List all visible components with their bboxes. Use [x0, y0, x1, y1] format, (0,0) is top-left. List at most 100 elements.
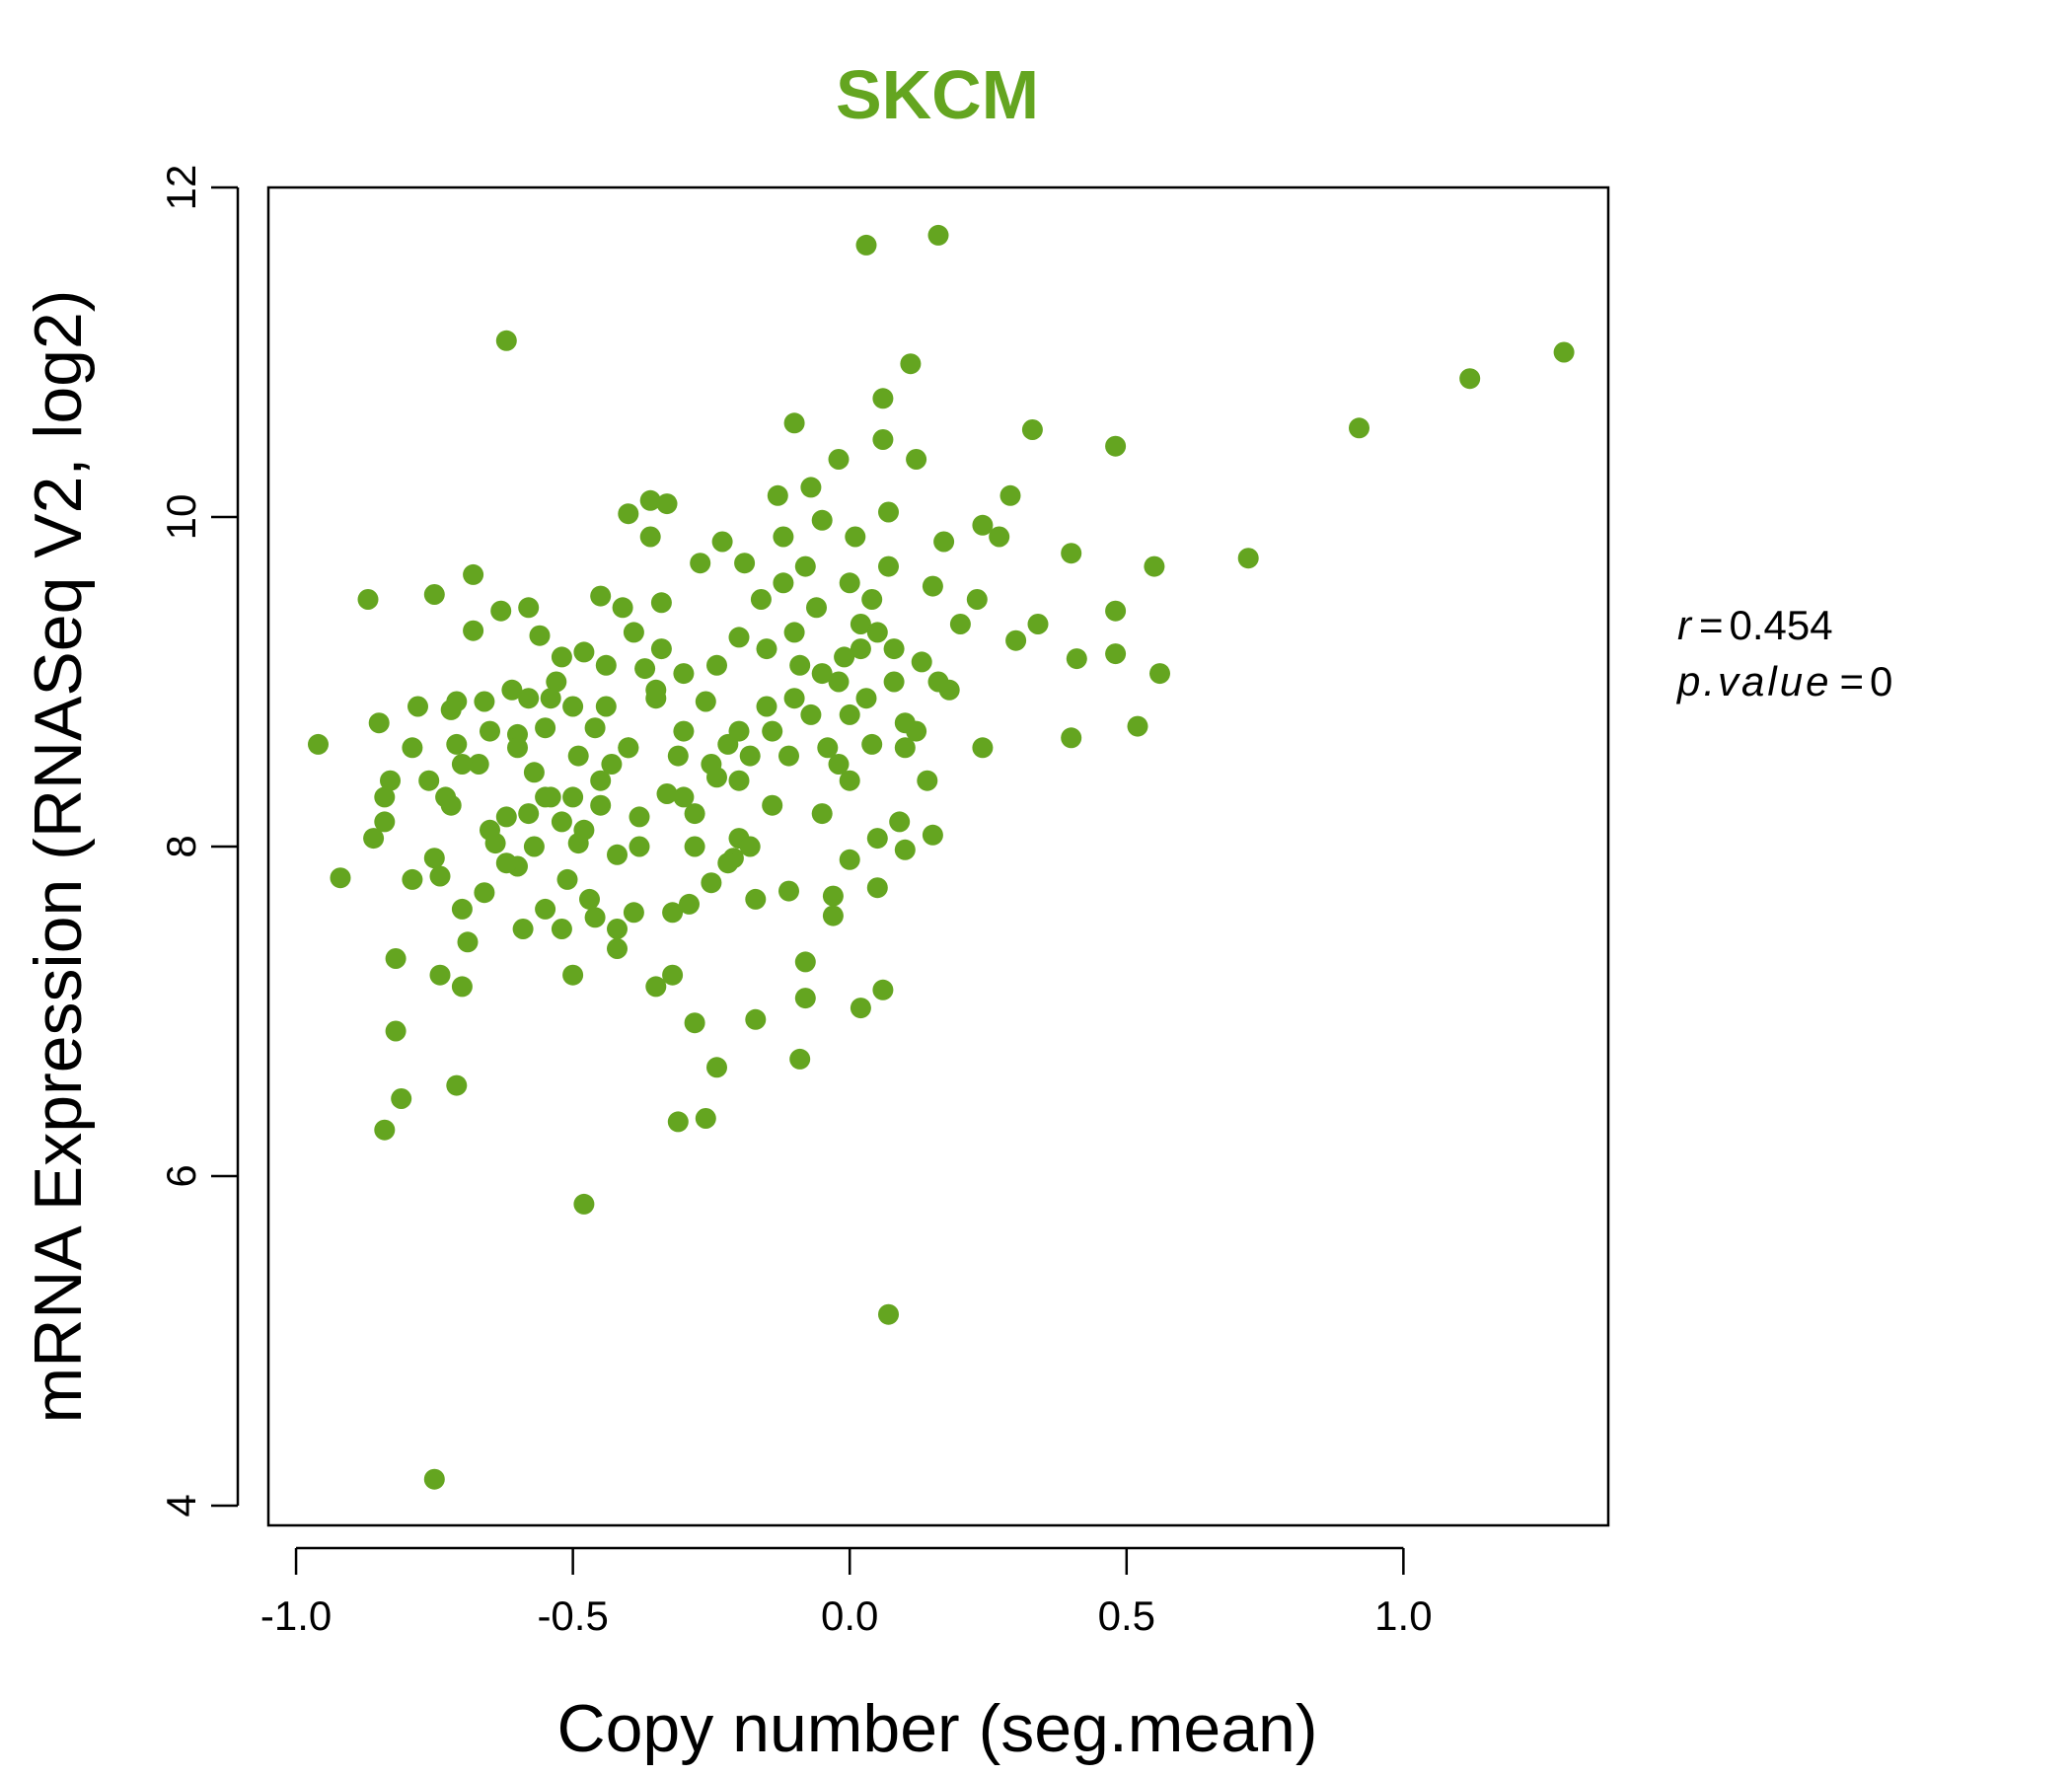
- data-point: [673, 720, 695, 742]
- y-tick-label: 10: [158, 494, 204, 541]
- data-point: [308, 733, 329, 755]
- data-point: [601, 754, 623, 775]
- y-axis-label: mRNA Expression (RNASeq V2, log2): [21, 290, 96, 1424]
- data-point: [1237, 548, 1259, 569]
- data-point: [889, 811, 911, 833]
- data-point: [999, 484, 1021, 506]
- data-point: [374, 786, 396, 808]
- data-point: [783, 412, 805, 434]
- data-point: [811, 803, 833, 825]
- data-point: [1105, 435, 1127, 457]
- data-point: [800, 703, 822, 725]
- data-point: [567, 745, 589, 767]
- data-point: [618, 503, 639, 525]
- data-point: [423, 584, 445, 605]
- data-point: [806, 597, 827, 619]
- data-point: [1105, 600, 1127, 622]
- data-point: [717, 852, 739, 874]
- data-point: [480, 819, 500, 841]
- x-axis-label: Copy number (seg.mean): [556, 1691, 1317, 1766]
- data-point: [673, 663, 695, 685]
- data-point: [839, 703, 860, 725]
- data-point: [535, 786, 556, 808]
- data-point: [728, 770, 750, 791]
- data-point: [618, 737, 639, 759]
- data-point: [402, 737, 423, 759]
- data-point: [1105, 643, 1127, 665]
- data-point: [917, 770, 938, 791]
- data-point: [629, 836, 650, 857]
- y-tick-label: 8: [158, 835, 204, 857]
- data-point: [839, 849, 860, 870]
- data-point: [783, 688, 805, 709]
- data-point: [446, 733, 468, 755]
- data-point: [673, 786, 695, 808]
- data-point: [922, 824, 943, 846]
- data-point: [518, 597, 540, 619]
- data-point: [684, 803, 705, 825]
- data-point: [518, 803, 540, 825]
- data-point: [468, 754, 489, 775]
- data-point: [701, 754, 722, 775]
- data-point: [850, 614, 871, 634]
- data-point: [650, 638, 672, 660]
- data-point: [972, 737, 994, 759]
- correlation-stats: r = 0.454 p.value = 0: [1675, 602, 1892, 704]
- plot-frame: [266, 185, 1610, 1527]
- data-point: [595, 696, 617, 717]
- data-point: [639, 526, 661, 548]
- data-point: [822, 905, 844, 926]
- data-point: [822, 885, 844, 907]
- data-point: [756, 638, 777, 660]
- data-point: [495, 806, 517, 828]
- data-point: [446, 691, 468, 712]
- data-point: [773, 526, 794, 548]
- data-point: [446, 1074, 468, 1096]
- p-label: p.value: [1675, 658, 1831, 704]
- data-point: [767, 484, 788, 506]
- data-point: [551, 646, 572, 668]
- data-point: [623, 622, 644, 643]
- data-point: [629, 806, 650, 828]
- data-point: [523, 836, 545, 857]
- data-point: [817, 737, 839, 759]
- data-point: [1021, 419, 1043, 440]
- data-point: [507, 737, 528, 759]
- data-point: [989, 526, 1010, 548]
- data-point: [739, 836, 761, 857]
- data-point: [684, 836, 705, 857]
- y-tick-label: 12: [158, 165, 204, 211]
- data-point: [828, 671, 850, 693]
- data-point: [1005, 629, 1027, 651]
- data-point: [855, 234, 877, 256]
- data-point: [423, 848, 445, 869]
- data-point: [1027, 614, 1049, 634]
- data-point: [535, 717, 556, 739]
- data-point: [861, 589, 883, 610]
- data-point: [363, 828, 385, 850]
- data-point: [573, 641, 595, 663]
- r-label: r: [1677, 602, 1693, 648]
- data-point: [573, 819, 595, 841]
- data-point: [607, 844, 628, 865]
- data-point: [906, 449, 927, 470]
- data-point: [866, 877, 888, 899]
- data-point: [878, 555, 899, 577]
- data-point: [866, 622, 888, 643]
- data-point: [480, 720, 500, 742]
- data-point: [518, 688, 540, 709]
- x-tick-label: -0.5: [537, 1592, 608, 1639]
- data-point: [535, 898, 556, 920]
- data-point: [451, 898, 473, 920]
- data-point: [855, 688, 877, 709]
- data-point: [684, 1012, 705, 1034]
- data-point: [495, 330, 517, 351]
- data-points: [308, 224, 1575, 1490]
- data-point: [900, 353, 922, 375]
- p-value-statistic: p.value = 0: [1675, 658, 1892, 704]
- data-point: [794, 951, 816, 973]
- data-point: [457, 931, 479, 953]
- data-point: [662, 902, 684, 924]
- chart-title: SKCM: [836, 56, 1039, 133]
